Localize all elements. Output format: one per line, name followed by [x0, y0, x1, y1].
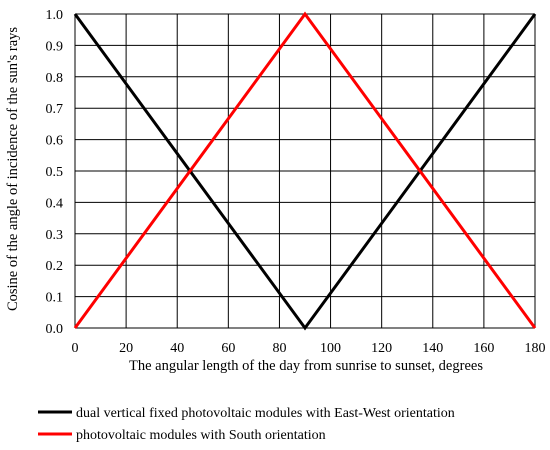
x-tick-label: 180: [525, 341, 546, 356]
legend-label-1: dual vertical fixed photovoltaic modules…: [76, 406, 455, 421]
y-tick-labels: 0.0 0.1 0.2 0.3 0.4 0.5 0.6 0.7 0.8 0.9 1.0: [46, 8, 64, 337]
y-tick-label: 0.0: [46, 322, 64, 337]
x-tick-label: 140: [422, 341, 443, 356]
y-tick-label: 1.0: [46, 8, 64, 23]
y-tick-label: 0.6: [46, 134, 64, 149]
x-tick-label: 120: [371, 341, 392, 356]
legend-label-2: photovoltaic modules with South orientat…: [76, 428, 326, 443]
x-tick-label: 160: [473, 341, 494, 356]
y-tick-label: 0.1: [46, 291, 64, 306]
series-lines: [73, 11, 537, 331]
y-tick-label: 0.5: [46, 165, 64, 180]
legend: dual vertical fixed photovoltaic modules…: [38, 406, 455, 443]
y-tick-label: 0.8: [46, 71, 64, 86]
series-line-1: [73, 13, 537, 331]
y-tick-label: 0.7: [46, 102, 64, 117]
y-tick-label: 0.3: [46, 228, 64, 243]
x-tick-label: 40: [170, 341, 184, 356]
y-tick-label: 0.2: [46, 259, 64, 274]
x-tick-label: 20: [119, 341, 133, 356]
x-tick-label: 100: [320, 341, 341, 356]
x-axis-title: The angular length of the day from sunri…: [129, 358, 483, 374]
x-tick-labels: 0 20 40 60 80 100 120 140 160 180: [72, 341, 546, 356]
x-tick-label: 60: [221, 341, 235, 356]
x-tick-label: 0: [72, 341, 79, 356]
y-axis-title: Cosine of the angle of incidence of the …: [5, 27, 21, 311]
gridlines: [74, 13, 536, 329]
series-line-2: [73, 11, 537, 329]
y-tick-label: 0.9: [46, 39, 64, 54]
y-tick-label: 0.4: [46, 196, 64, 211]
x-tick-label: 80: [272, 341, 286, 356]
